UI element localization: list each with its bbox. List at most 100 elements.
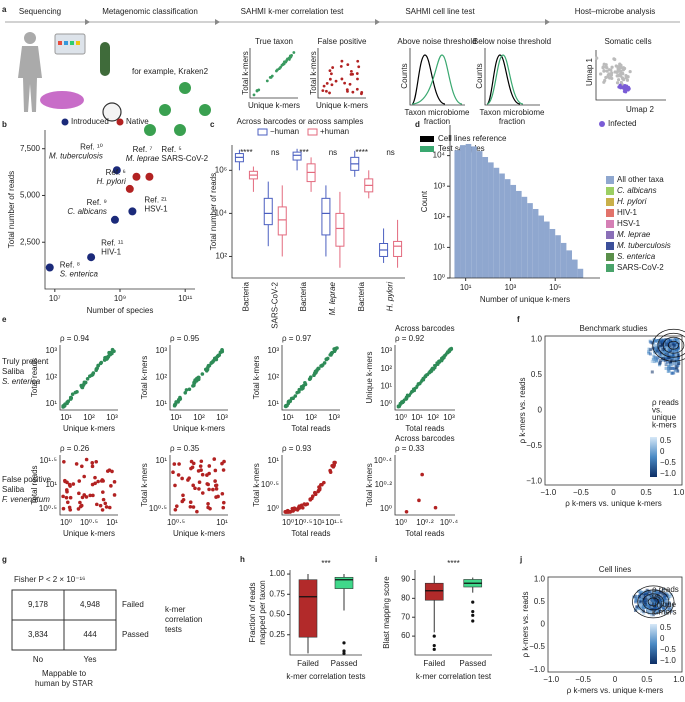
hist-bar bbox=[482, 157, 489, 278]
density-cell bbox=[652, 598, 656, 602]
scatter-point bbox=[403, 398, 407, 401]
hist-bar bbox=[504, 179, 511, 278]
scatter-point bbox=[103, 501, 108, 506]
scatter-point bbox=[181, 493, 185, 498]
umap-cell bbox=[621, 77, 625, 81]
scatter-point bbox=[80, 464, 84, 469]
density-cell bbox=[660, 342, 664, 346]
density-cell bbox=[655, 603, 659, 607]
outlier bbox=[432, 643, 436, 648]
x-tick-label: 10¹ bbox=[106, 518, 118, 527]
density-cell bbox=[663, 350, 667, 354]
y-axis-label: Total k-mers bbox=[140, 463, 149, 507]
colorbar-title: unique bbox=[652, 413, 677, 422]
row-label: Truly present bbox=[2, 357, 49, 366]
y-tick-label: 10⁶ bbox=[215, 165, 227, 174]
table-cell: 444 bbox=[83, 630, 97, 639]
scatter-point bbox=[176, 397, 181, 402]
scatter-point bbox=[77, 479, 82, 483]
panel-label: b bbox=[2, 120, 7, 129]
row-label: Failed bbox=[122, 600, 144, 609]
x-tick-label: 10¹ bbox=[216, 518, 228, 527]
scatter-point bbox=[104, 505, 109, 509]
density-cell bbox=[655, 351, 659, 355]
outlier bbox=[432, 634, 436, 638]
axes bbox=[281, 455, 340, 516]
scatter-point bbox=[88, 493, 92, 498]
scatter-point bbox=[211, 487, 215, 492]
legend-swatch bbox=[606, 231, 614, 239]
hist-bar bbox=[465, 143, 472, 278]
scatter-point bbox=[90, 461, 95, 465]
y-tick-label: 10⁰ bbox=[380, 399, 392, 408]
scatter-point bbox=[206, 505, 210, 510]
x-tick-label: 10¹ bbox=[313, 518, 325, 527]
scatter-point bbox=[90, 464, 95, 469]
plot-title: Cell lines bbox=[599, 565, 631, 574]
scatter-point bbox=[444, 352, 448, 355]
y-tick-label: 10¹ bbox=[433, 243, 445, 252]
x-tick-label: −1.0 bbox=[543, 675, 559, 684]
scatter-point bbox=[398, 401, 402, 405]
mini-title: True taxon bbox=[255, 37, 293, 46]
density-cell bbox=[673, 350, 677, 354]
point-ref: Ref. ⁶ bbox=[106, 168, 126, 177]
x-tick-label: 10⁹ bbox=[114, 294, 126, 303]
scatter-point bbox=[221, 500, 226, 505]
x-tick-label: Bacteria bbox=[357, 281, 366, 311]
mini-point bbox=[349, 72, 353, 76]
scatter-point bbox=[200, 472, 205, 477]
scatter-point bbox=[195, 509, 199, 514]
scatter-point bbox=[181, 497, 186, 502]
scatter-point bbox=[96, 479, 100, 484]
scatter-point bbox=[101, 497, 106, 502]
colorbar-tick: 0 bbox=[660, 447, 665, 456]
scatter-point bbox=[214, 355, 219, 360]
point bbox=[110, 215, 119, 224]
legend-swatch bbox=[420, 146, 434, 152]
density-cell bbox=[670, 345, 674, 349]
outlier bbox=[471, 609, 475, 614]
density-cell bbox=[661, 592, 665, 596]
density-cell bbox=[656, 356, 660, 360]
density-cell bbox=[665, 592, 669, 596]
density-cell bbox=[634, 600, 638, 604]
density-cell bbox=[654, 343, 658, 347]
density-cell bbox=[670, 603, 674, 607]
density-cell bbox=[661, 347, 665, 351]
y-tick-label: 10³ bbox=[433, 181, 445, 190]
scatter-point bbox=[112, 480, 117, 484]
density-cell bbox=[654, 339, 658, 343]
side-label: correlation bbox=[165, 615, 202, 624]
scatter-point bbox=[197, 487, 201, 491]
point-ref: Ref. ⁵ bbox=[161, 145, 181, 154]
scatter-point bbox=[213, 483, 218, 488]
hist-bar bbox=[566, 250, 573, 278]
scatter-point bbox=[73, 390, 78, 395]
density-cell bbox=[652, 342, 656, 346]
umap-cell bbox=[614, 64, 618, 68]
contour bbox=[642, 593, 665, 611]
point-label: M. leprae bbox=[126, 154, 160, 163]
x-tick-label: 0.5 bbox=[641, 675, 653, 684]
scatter-point bbox=[63, 479, 67, 484]
umap-cell bbox=[628, 70, 632, 74]
umap-cell bbox=[607, 72, 611, 76]
scatter-point bbox=[93, 481, 97, 486]
y-tick-label: 10¹ bbox=[155, 456, 167, 465]
scatter-point bbox=[332, 460, 336, 465]
x-tick-label: 10¹ bbox=[170, 413, 182, 422]
density-cell bbox=[657, 609, 661, 613]
density-cell bbox=[647, 347, 651, 351]
density-cell bbox=[665, 348, 669, 352]
x-tick-label: 10² bbox=[83, 413, 95, 422]
scatter-point bbox=[94, 459, 99, 464]
mini-axes bbox=[249, 48, 298, 99]
x-tick-label: SARS-CoV-2 bbox=[270, 281, 279, 328]
mini-point bbox=[328, 69, 332, 72]
scatter-point bbox=[199, 468, 203, 472]
hist-bar bbox=[488, 162, 494, 278]
colorbar-tick: 0 bbox=[660, 634, 665, 643]
density-cell bbox=[650, 594, 654, 598]
umap-cell bbox=[618, 73, 622, 77]
